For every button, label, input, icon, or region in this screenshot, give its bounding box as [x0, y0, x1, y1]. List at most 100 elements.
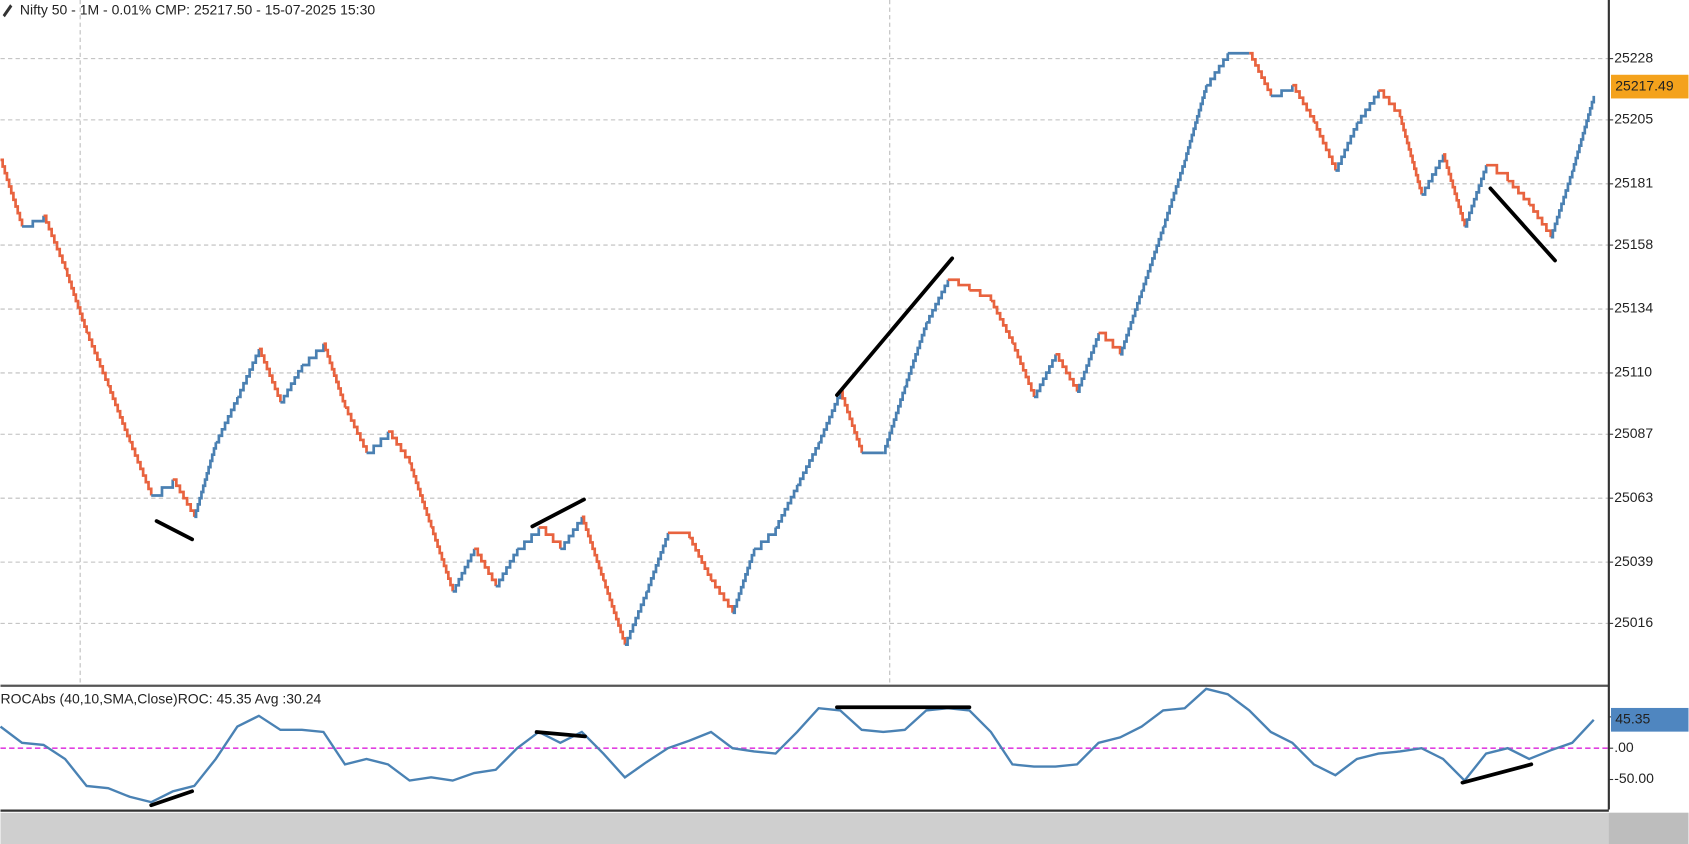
y-tick-label: 25110: [1614, 364, 1652, 380]
price-segment: [65, 267, 88, 334]
price-segment: [1270, 85, 1294, 98]
price-segment: [840, 390, 864, 453]
price-segment: [1378, 89, 1402, 118]
price-segment: [969, 289, 993, 302]
price-segment: [151, 479, 175, 497]
price-segment: [1421, 154, 1445, 196]
price-segment: [1249, 51, 1273, 96]
y-tick-label: 25039: [1614, 553, 1653, 569]
last-value-tag: [1610, 707, 1689, 732]
price-segment: [388, 430, 411, 464]
trend-line: [1460, 762, 1534, 785]
price-segment: [797, 442, 821, 487]
price-segment: [1486, 163, 1509, 182]
price-segment: [538, 526, 562, 549]
drawings: [149, 186, 1557, 808]
price-segment: [86, 331, 110, 387]
y-tick-label: 25228: [1614, 49, 1653, 65]
price-segment: [754, 527, 777, 551]
y-tick-label: 25087: [1614, 425, 1653, 441]
indicator-title: ROCAbs (40,10,SMA,Close)ROC: 45.35 Avg :…: [1, 690, 322, 706]
pencil-icon: [2, 4, 13, 18]
price-segment: [108, 384, 132, 443]
price-segment: [775, 484, 799, 529]
y-tick-label: 25181: [1614, 175, 1653, 191]
price-segment: [1077, 333, 1100, 393]
price-segment: [0, 158, 24, 227]
price-segment: [624, 591, 648, 647]
scrollbar[interactable]: [0, 812, 1689, 844]
price-segment: [431, 526, 454, 592]
price-segment: [1356, 90, 1380, 124]
indicator-line: [0, 687, 1595, 804]
price-segment: [1012, 342, 1036, 397]
price-segment: [172, 478, 196, 517]
trend-line: [1488, 186, 1557, 263]
price-segment: [1206, 53, 1230, 87]
price-segment: [280, 364, 304, 404]
price-segment: [1399, 115, 1423, 195]
price-segment: [194, 442, 218, 519]
price-segment: [1184, 85, 1208, 162]
y-tick-label: .00: [1614, 739, 1634, 755]
price-segment: [301, 343, 325, 367]
price-segment: [452, 548, 476, 593]
price-segment: [258, 347, 282, 403]
price-segment: [732, 548, 756, 615]
price-segment: [323, 342, 347, 408]
price-segment: [1120, 290, 1143, 356]
trend-line: [835, 256, 955, 397]
price-segment: [689, 536, 713, 581]
price-segment: [1163, 159, 1187, 228]
price-segment: [366, 431, 390, 455]
price-segment: [517, 527, 541, 551]
price-segment: [646, 532, 670, 593]
price-segment: [1033, 354, 1057, 399]
price-segment: [904, 322, 928, 388]
price-segment: [1292, 83, 1316, 123]
price-segment: [1098, 331, 1122, 355]
price-segment: [818, 391, 842, 444]
price-segment: [1055, 352, 1079, 392]
price-segment: [926, 279, 950, 324]
price-segment: [711, 579, 734, 613]
price-segment: [409, 462, 433, 528]
price-segment: [1464, 165, 1488, 228]
price-segment: [581, 515, 605, 581]
price-segment: [1550, 170, 1574, 239]
price-segment: [1572, 95, 1596, 172]
y-tick-label: 25158: [1614, 236, 1653, 252]
y-tick-label: 25205: [1614, 111, 1653, 127]
price-segment: [947, 278, 971, 291]
price-segment: [990, 299, 1014, 344]
last-value-label: 25217.49: [1615, 77, 1674, 93]
trend-line: [149, 789, 195, 808]
y-tick-label: 25134: [1614, 300, 1653, 316]
price-segment: [344, 406, 368, 453]
y-tick-label: -50.00: [1614, 770, 1654, 786]
trend-line: [534, 730, 587, 739]
price-segment: [474, 547, 498, 587]
price-segment: [1313, 121, 1337, 171]
price-segment: [560, 516, 584, 551]
price-segment: [1141, 226, 1165, 292]
last-value-label: 45.35: [1615, 710, 1650, 726]
price-segment: [43, 214, 67, 270]
price-segment: [1507, 179, 1531, 206]
trend-line: [154, 519, 195, 542]
price-segment: [495, 548, 519, 588]
chart-title: Nifty 50 - 1M - 0.01% CMP: 25217.50 - 15…: [20, 1, 375, 17]
price-segment: [1335, 122, 1359, 172]
trend-line: [530, 497, 586, 529]
price-segment: [1443, 153, 1466, 227]
price-segment: [667, 531, 691, 539]
price-segment: [22, 215, 45, 228]
price-segment: [129, 440, 153, 496]
y-tick-label: 25016: [1614, 614, 1653, 630]
price-segment: [883, 386, 907, 455]
price-segment: [1529, 203, 1553, 238]
scrollbar-corner: [1608, 812, 1689, 844]
price-segment: [237, 348, 261, 399]
y-tick-label: 25063: [1614, 489, 1653, 505]
